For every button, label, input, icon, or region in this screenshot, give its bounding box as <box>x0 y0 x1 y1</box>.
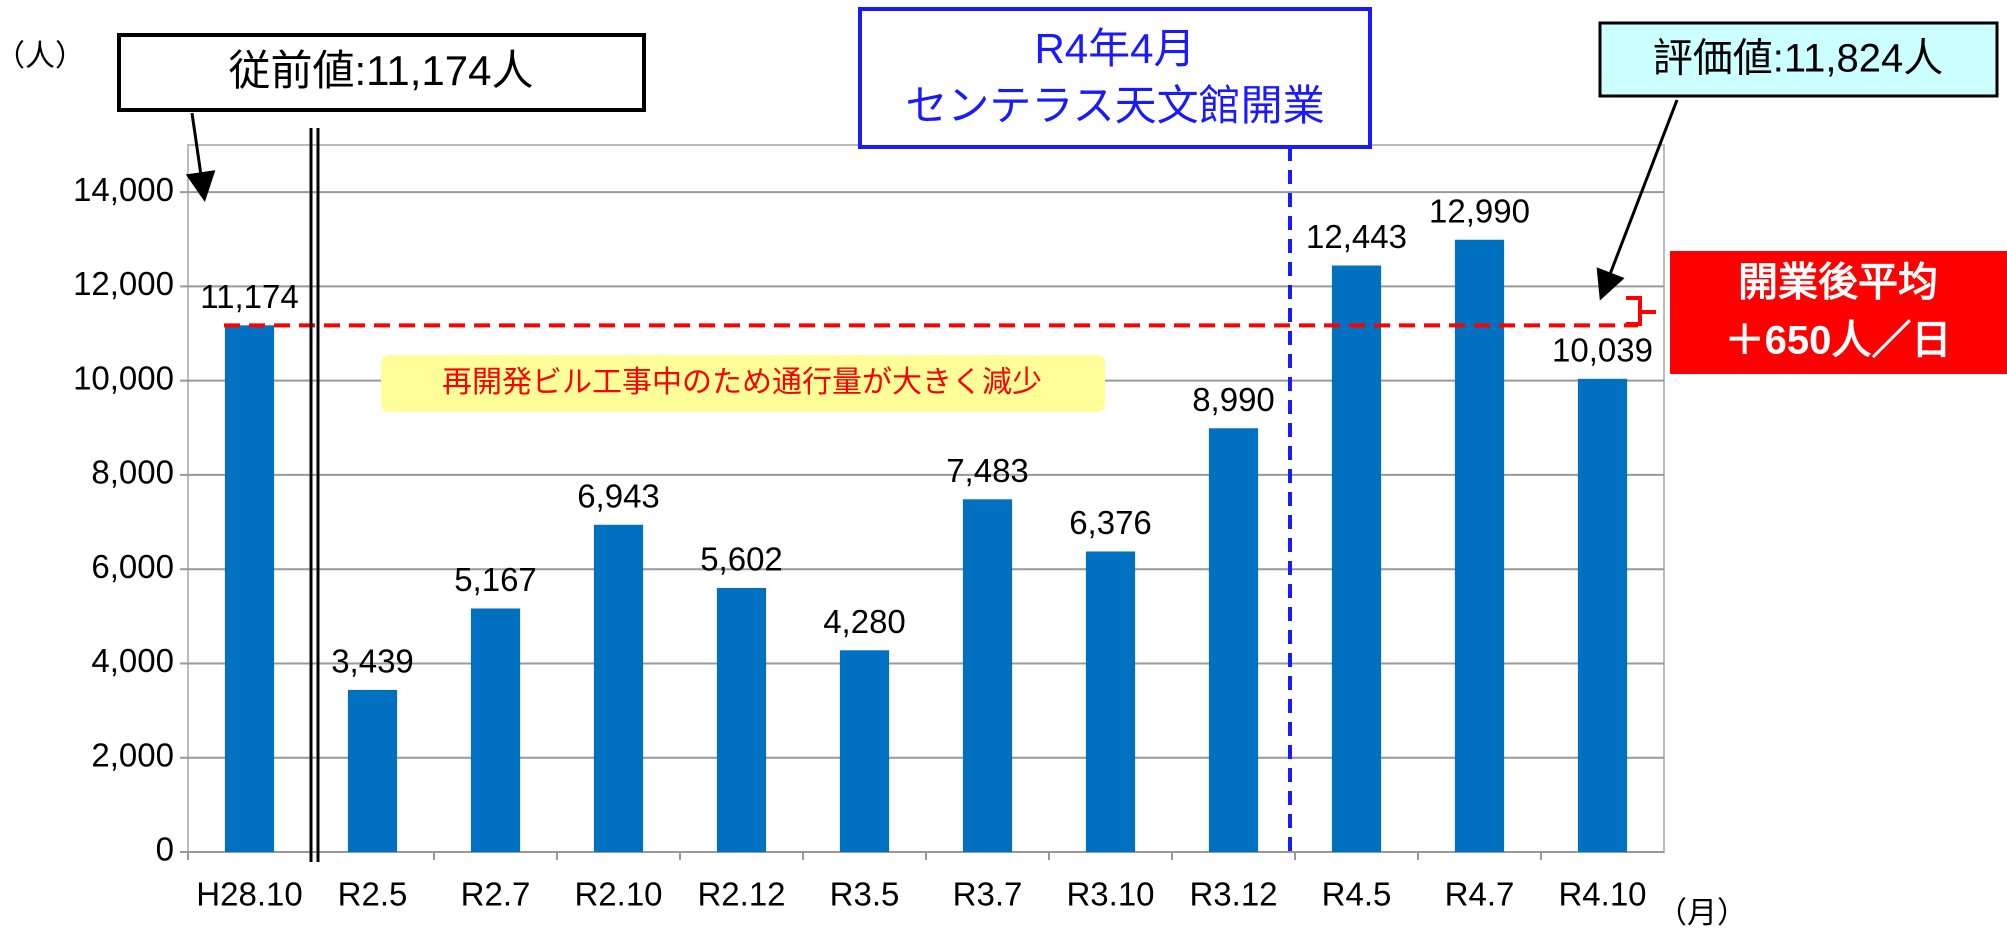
bar <box>470 608 521 852</box>
x-tick-label: R3.7 <box>953 876 1023 913</box>
opening-date: R4年4月 <box>1034 25 1195 72</box>
bar <box>962 499 1013 852</box>
x-tick-label: R2.12 <box>697 876 785 913</box>
value-label: 5,167 <box>454 561 537 598</box>
x-tick-label: H28.10 <box>196 876 302 913</box>
bar <box>1208 428 1259 852</box>
bar <box>1331 265 1382 853</box>
construction-note: 再開発ビル工事中のため通行量が大きく減少 <box>442 366 1042 399</box>
opening-box <box>858 7 1372 149</box>
x-tick-label: R4.5 <box>1322 876 1392 913</box>
x-tick-label: R3.12 <box>1189 876 1277 913</box>
y-tick-label: 4,000 <box>91 642 174 679</box>
y-tick-label: 6,000 <box>91 548 174 585</box>
y-tick-label: 2,000 <box>91 736 174 773</box>
opening-event: センテラス天文館開業 <box>905 82 1324 129</box>
y-tick-label: 0 <box>156 831 174 868</box>
y-tick-label: 8,000 <box>91 454 174 491</box>
bar <box>1085 551 1136 852</box>
value-label: 6,376 <box>1069 504 1152 541</box>
value-label: 4,280 <box>823 603 906 640</box>
value-label: 10,039 <box>1552 332 1653 369</box>
evaluation-box <box>1598 21 1999 98</box>
value-label: 5,602 <box>700 541 783 578</box>
x-tick-label: R4.7 <box>1445 876 1515 913</box>
bracket <box>1626 296 1656 326</box>
average-title: 開業後平均 <box>1738 261 1938 305</box>
y-tick-label: 10,000 <box>73 359 174 396</box>
bar <box>1454 239 1505 852</box>
bar <box>593 524 644 852</box>
plot-frame <box>187 144 1665 853</box>
baseline-text: 従前値:11,174人 <box>228 47 533 94</box>
value-label: 11,174 <box>200 278 298 315</box>
value-label: 8,990 <box>1192 381 1275 418</box>
x-tick-label: R2.10 <box>574 876 662 913</box>
bar <box>716 587 767 852</box>
value-label: 3,439 <box>331 643 414 680</box>
bar <box>224 325 275 852</box>
evaluation-text: 評価値:11,824人 <box>1653 37 1944 81</box>
bar <box>347 689 398 852</box>
x-unit: （月） <box>1657 897 1747 930</box>
bar <box>1577 378 1628 852</box>
y-tick-label: 12,000 <box>73 265 174 302</box>
x-tick-label: R4.10 <box>1558 876 1646 913</box>
y-unit: （人） <box>0 40 85 73</box>
y-tick-label: 14,000 <box>73 171 174 208</box>
value-label: 7,483 <box>946 452 1029 489</box>
average-value: ＋650人／日 <box>1725 319 1952 363</box>
x-tick-label: R2.5 <box>338 876 408 913</box>
average-box <box>1670 251 2007 374</box>
note-box <box>381 355 1105 412</box>
arrow <box>1596 99 1679 301</box>
value-label: 6,943 <box>577 477 660 514</box>
x-tick-label: R3.10 <box>1066 876 1154 913</box>
plot-area: 0 2,000 4,000 6,000 8,000 10,000 12,000 14,000 H… <box>73 144 1665 913</box>
x-tick-label: R3.5 <box>830 876 900 913</box>
x-tick-label: R2.7 <box>461 876 531 913</box>
value-label: 12,443 <box>1306 218 1407 255</box>
bar <box>839 650 890 852</box>
value-label: 12,990 <box>1429 192 1530 229</box>
arrow <box>185 112 216 202</box>
baseline-box <box>117 33 646 112</box>
